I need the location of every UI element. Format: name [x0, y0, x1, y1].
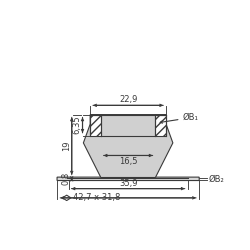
Text: ØB₁: ØB₁ — [183, 113, 199, 122]
Polygon shape — [84, 114, 173, 178]
Text: 19: 19 — [62, 141, 71, 151]
Text: ØB₂: ØB₂ — [208, 174, 224, 183]
FancyBboxPatch shape — [57, 177, 199, 180]
Text: 6,35: 6,35 — [73, 116, 82, 134]
Bar — [156, 114, 166, 136]
Bar — [90, 114, 101, 136]
Text: 35,9: 35,9 — [119, 179, 138, 188]
Text: 16,5: 16,5 — [119, 157, 138, 166]
Text: 42,7 x 31,8: 42,7 x 31,8 — [73, 193, 120, 202]
Text: 0,8: 0,8 — [62, 172, 71, 186]
Text: 22,9: 22,9 — [119, 95, 137, 104]
